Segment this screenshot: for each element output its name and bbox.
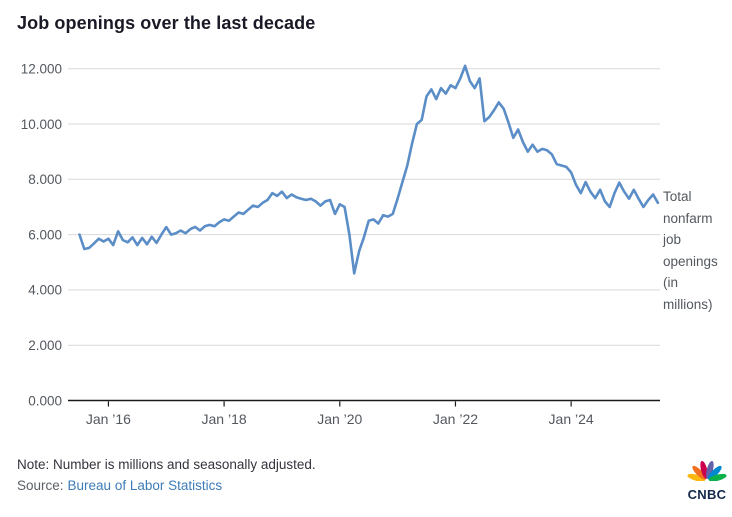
cnbc-peacock-icon bbox=[687, 460, 727, 482]
y-tick-label: 8.000 bbox=[28, 172, 62, 187]
x-tick-label: Jan ’16 bbox=[86, 411, 131, 427]
y-tick-label: 12.000 bbox=[21, 62, 62, 77]
x-tick-label: Jan ’22 bbox=[433, 411, 478, 427]
x-tick-label: Jan ’24 bbox=[549, 411, 594, 427]
peacock-feather bbox=[687, 473, 706, 482]
x-tick-label: Jan ’18 bbox=[202, 411, 247, 427]
source-line: Source: Bureau of Labor Statistics bbox=[17, 478, 222, 493]
source-prefix: Source: bbox=[17, 478, 64, 493]
chart-note: Note: Number is millions and seasonally … bbox=[17, 457, 316, 472]
cnbc-wordmark: CNBC bbox=[687, 487, 727, 502]
y-tick-label: 4.000 bbox=[28, 283, 62, 298]
series-annotation-label: Total nonfarm job openings (in millions) bbox=[663, 189, 718, 312]
peacock-feather bbox=[707, 465, 722, 480]
y-tick-label: 0.000 bbox=[28, 393, 62, 408]
peacock-feather bbox=[706, 460, 714, 479]
cnbc-logo: CNBC bbox=[685, 455, 729, 502]
source-link[interactable]: Bureau of Labor Statistics bbox=[67, 478, 223, 493]
y-tick-label: 6.000 bbox=[28, 227, 62, 242]
y-tick-label: 10.000 bbox=[21, 117, 62, 132]
data-line-job-openings bbox=[78, 64, 660, 275]
y-tick-label: 2.000 bbox=[28, 338, 62, 353]
peacock-feather bbox=[708, 473, 727, 482]
peacock-feather bbox=[692, 465, 707, 480]
x-tick-label: Jan ’20 bbox=[317, 411, 362, 427]
chart-title: Job openings over the last decade bbox=[17, 13, 316, 33]
